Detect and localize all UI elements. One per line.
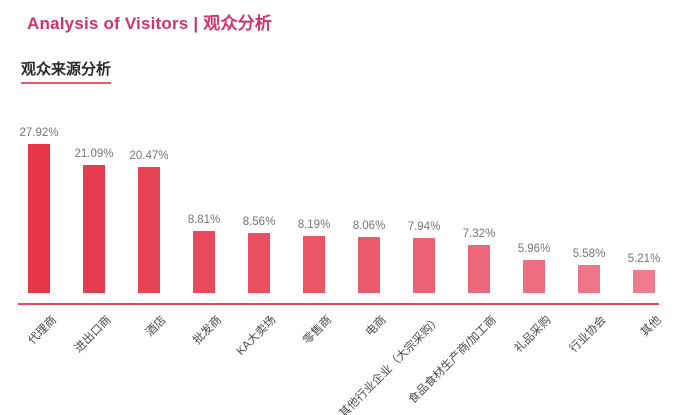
bar-酒店 xyxy=(138,167,160,293)
category-label: 酒店 xyxy=(143,314,169,339)
category-label: 批发商 xyxy=(190,314,224,348)
bar-value-label: 5.58% xyxy=(572,248,606,260)
bar-批发商 xyxy=(193,231,215,293)
category-label: KA大卖场 xyxy=(234,314,279,358)
chart-section-title: 观众来源分析 xyxy=(21,58,112,84)
bar-value-label: 8.19% xyxy=(297,219,331,231)
bar-礼品采购 xyxy=(523,260,545,293)
bar-KA大卖场 xyxy=(248,233,270,293)
bar-value-label: 7.32% xyxy=(462,228,496,240)
bar-其他 xyxy=(633,270,655,293)
x-axis-line xyxy=(18,303,659,305)
category-label: 进出口商 xyxy=(72,314,114,356)
bar-代理商 xyxy=(28,144,50,293)
bar-value-label: 5.96% xyxy=(517,243,551,255)
bar-value-label: 7.94% xyxy=(407,221,441,233)
category-label: 代理商 xyxy=(25,314,59,348)
bar-零售商 xyxy=(303,236,325,293)
bar-value-label: 27.92% xyxy=(19,127,59,139)
category-label: 其他行业企业（大宗采购） xyxy=(337,314,444,415)
bar-电商 xyxy=(358,237,380,293)
bar-进出口商 xyxy=(83,165,105,293)
bar-value-label: 8.06% xyxy=(352,220,386,232)
bar-行业协会 xyxy=(578,265,600,293)
category-label: 其他 xyxy=(638,314,664,339)
bar-其他行业企业（大宗采购） xyxy=(413,238,435,293)
page-title: Analysis of Visitors | 观众分析 xyxy=(27,14,273,33)
bar-食品食材生产商/加工商 xyxy=(468,245,490,293)
category-label: 礼品采购 xyxy=(512,314,554,356)
category-label: 零售商 xyxy=(300,314,334,348)
bar-value-label: 8.56% xyxy=(242,216,276,228)
category-label: 行业协会 xyxy=(567,314,609,356)
bar-value-label: 5.21% xyxy=(627,253,661,265)
bar-value-label: 20.47% xyxy=(129,150,169,162)
bar-value-label: 21.09% xyxy=(74,148,114,160)
category-label: 电商 xyxy=(363,314,389,339)
bar-value-label: 8.81% xyxy=(187,214,221,226)
